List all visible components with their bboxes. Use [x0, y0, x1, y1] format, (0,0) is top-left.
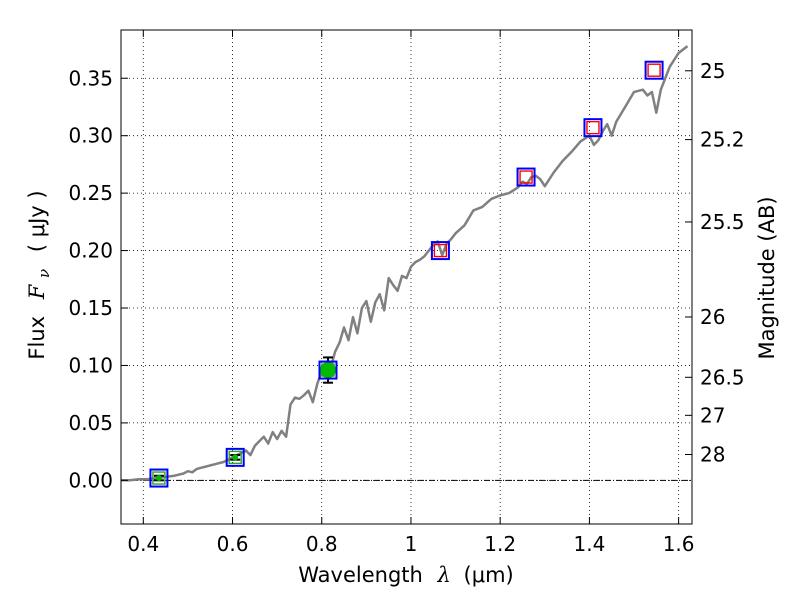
y-axis-title-unit: ( μJy ): [25, 190, 49, 252]
model-flux-square: [433, 243, 448, 258]
x-axis-title-unit: (μm): [464, 563, 514, 587]
model-flux-square: [519, 170, 533, 184]
y-tick-label: 0.15: [68, 296, 113, 320]
y-tick-label: 0.20: [68, 239, 113, 263]
x-tick-label: 1.6: [663, 532, 695, 556]
x-axis-title-prefix: Wavelength: [298, 563, 423, 587]
observed-filter-square: [516, 167, 536, 187]
observed-filter-square: [149, 468, 169, 488]
plot-frame: [120, 29, 693, 525]
right-tick-label: 28: [700, 442, 725, 466]
x-axis-title-symbol: λ: [437, 563, 451, 587]
observed-filter-square: [644, 60, 664, 80]
right-tick-label: 27: [700, 403, 725, 427]
model-flux-square: [152, 471, 166, 485]
x-tick-label: 0.6: [217, 532, 249, 556]
axis-ticks: 0.4 0.6 0.8 1 1.2 1.4 1.6 0.00 0.05 0.10 0.15 0.20 0…: [68, 30, 745, 556]
y-tick-label: 0.30: [68, 124, 113, 148]
y-axis-title-subscript: ν: [35, 269, 53, 278]
detection-point: [155, 475, 162, 482]
model-flux-square: [586, 120, 600, 135]
model-flux-square: [228, 450, 242, 465]
x-tick-label: 1: [405, 532, 418, 556]
y-tick-label: 0.05: [68, 411, 113, 435]
x-axis-title: Wavelength λ (μm): [298, 563, 513, 587]
right-tick-label: 26: [700, 305, 725, 329]
x-tick-label: 0.4: [127, 532, 159, 556]
right-tick-label: 26.5: [700, 365, 745, 389]
detection-point: [319, 362, 336, 379]
observed-filter-square: [318, 360, 338, 380]
x-tick-label: 0.8: [306, 532, 338, 556]
observed-filter-square: [225, 447, 245, 467]
model-spectrum-line: [121, 45, 689, 482]
y-axis-title-prefix: Flux: [25, 316, 49, 360]
y-axis-title: Flux F ν ( μJy ): [25, 190, 54, 359]
y-tick-label: 0.35: [68, 66, 113, 90]
y-tick-label: 0.00: [68, 468, 113, 492]
y-axis-title-symbol: F: [25, 283, 49, 300]
photometry-markers: [149, 60, 664, 488]
x-tick-label: 1.2: [484, 532, 516, 556]
right-axis-title: Magnitude (AB): [755, 196, 779, 359]
detection-point: [232, 454, 239, 461]
y-tick-label: 0.25: [68, 181, 113, 205]
y-tick-label: 0.10: [68, 353, 113, 377]
observed-filter-square: [430, 241, 450, 261]
right-tick-label: 25: [700, 59, 725, 83]
model-flux-square: [647, 63, 661, 77]
right-tick-label: 25.5: [700, 210, 745, 234]
observed-filter-square: [583, 118, 603, 138]
right-tick-label: 25.2: [700, 128, 745, 152]
x-tick-label: 1.4: [573, 532, 605, 556]
